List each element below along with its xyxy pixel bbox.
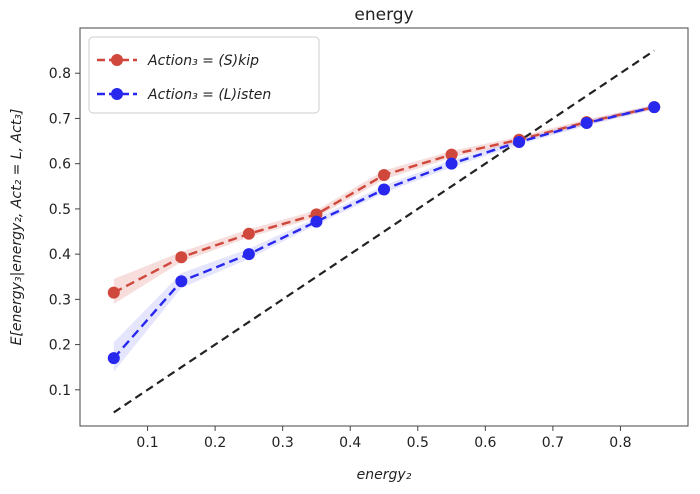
series-0-point: [107, 286, 120, 299]
legend-label: Action₃ = (S)kip: [147, 53, 259, 69]
series-1-point: [378, 183, 390, 196]
series-line-1: [112, 105, 655, 359]
x-tick-label: 0.1: [136, 435, 158, 451]
y-tick-label: 0.6: [49, 157, 71, 173]
series-0-point: [242, 227, 255, 240]
x-tick-label: 0.4: [339, 435, 361, 451]
series-1-point: [580, 116, 593, 129]
series-1-point: [242, 248, 255, 261]
y-tick-label: 0.8: [49, 66, 71, 82]
x-tick-label: 0.2: [204, 435, 226, 451]
x-tick-label: 0.3: [272, 435, 294, 451]
series-1-point: [310, 215, 323, 228]
series-line-0: [113, 105, 655, 294]
y-tick-label: 0.5: [49, 202, 71, 218]
series-1-point: [648, 101, 661, 114]
legend-swatch-marker: [111, 88, 123, 100]
x-tick-label: 0.7: [542, 435, 564, 451]
legend-swatch-marker: [111, 54, 123, 66]
reference-line: [113, 49, 655, 414]
confidence-band-1: [113, 104, 655, 372]
legend: Action₃ = (S)kip Action₃ = (L)isten: [88, 36, 320, 114]
y-axis: 0.1 0.2 0.3 0.4 0.5 0.6 0.7 0.8: [49, 66, 80, 399]
series-1-point: [107, 352, 120, 365]
x-tick-label: 0.6: [474, 435, 496, 451]
y-tick-label: 0.2: [49, 338, 71, 354]
chart-title: energy: [354, 5, 413, 25]
y-tick-label: 0.1: [49, 383, 71, 399]
y-tick-label: 0.7: [49, 111, 71, 127]
y-tick-label: 0.4: [49, 247, 71, 263]
x-axis-title: energy₂: [357, 467, 412, 483]
series-1-point: [513, 135, 526, 148]
x-tick-label: 0.5: [407, 435, 429, 451]
legend-box: [88, 36, 320, 114]
legend-label: Action₃ = (L)isten: [147, 87, 271, 103]
series-1-point: [445, 157, 458, 170]
series-0-point: [175, 251, 188, 264]
plot-area: [79, 27, 689, 427]
series-0-point: [445, 148, 458, 161]
x-axis: 0.1 0.2 0.3 0.4 0.5 0.6 0.7 0.8: [136, 426, 632, 451]
series-0-point: [378, 168, 390, 181]
y-tick-label: 0.3: [49, 292, 71, 308]
y-axis-title: Ε[energy₃|energy₂, Act₂ = L, Act₃]: [9, 109, 25, 346]
x-tick-label: 0.8: [609, 435, 631, 451]
series-1-point: [175, 275, 188, 288]
plot-content: [107, 49, 661, 414]
